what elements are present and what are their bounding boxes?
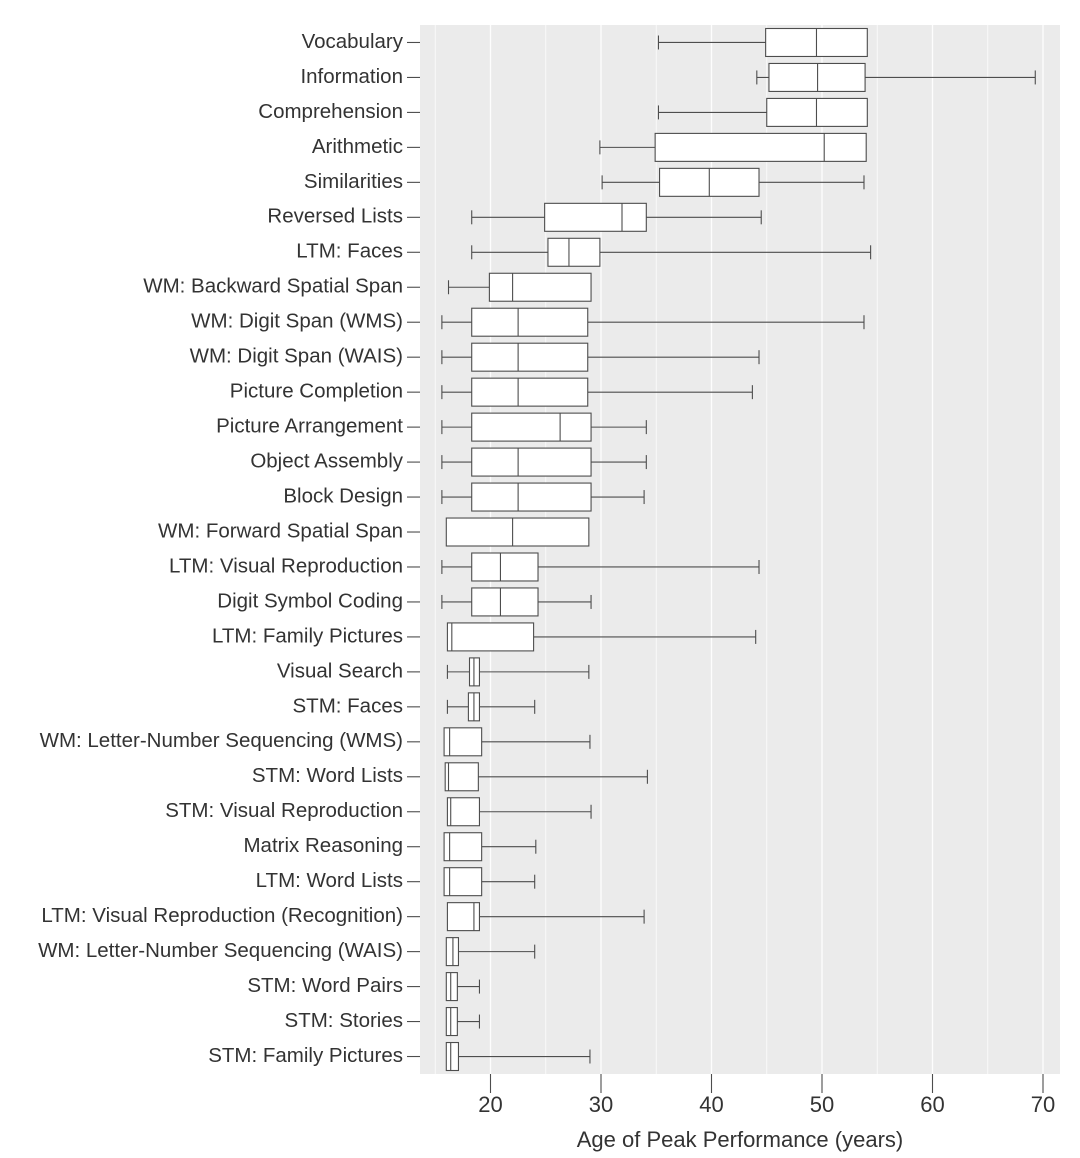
svg-text:STM: Word Pairs: STM: Word Pairs xyxy=(247,974,403,997)
svg-text:LTM: Visual Reproduction: LTM: Visual Reproduction xyxy=(169,554,403,577)
svg-text:Age of Peak Performance (years: Age of Peak Performance (years) xyxy=(577,1127,903,1152)
svg-text:Information: Information xyxy=(300,65,403,88)
svg-text:Arithmetic: Arithmetic xyxy=(312,135,403,158)
svg-text:STM: Faces: STM: Faces xyxy=(293,694,404,717)
svg-text:STM: Word Lists: STM: Word Lists xyxy=(252,764,403,787)
svg-text:30: 30 xyxy=(589,1092,613,1117)
svg-text:STM: Family Pictures: STM: Family Pictures xyxy=(208,1044,403,1067)
svg-text:WM: Letter-Number Sequencing (: WM: Letter-Number Sequencing (WAIS) xyxy=(38,939,403,962)
svg-text:Block Design: Block Design xyxy=(283,484,403,507)
svg-text:Visual Search: Visual Search xyxy=(277,659,403,682)
svg-text:STM: Stories: STM: Stories xyxy=(285,1009,403,1032)
svg-text:40: 40 xyxy=(699,1092,723,1117)
svg-text:Reversed Lists: Reversed Lists xyxy=(267,205,403,228)
svg-text:Vocabulary: Vocabulary xyxy=(302,30,404,53)
svg-text:LTM: Faces: LTM: Faces xyxy=(296,240,403,263)
svg-text:WM: Forward Spatial Span: WM: Forward Spatial Span xyxy=(158,519,403,542)
svg-text:Similarities: Similarities xyxy=(304,170,403,193)
svg-text:LTM: Family Pictures: LTM: Family Pictures xyxy=(212,624,403,647)
svg-text:70: 70 xyxy=(1031,1092,1055,1117)
svg-text:20: 20 xyxy=(478,1092,502,1117)
svg-text:50: 50 xyxy=(810,1092,834,1117)
svg-text:60: 60 xyxy=(920,1092,944,1117)
svg-text:Matrix Reasoning: Matrix Reasoning xyxy=(243,834,403,857)
svg-text:Comprehension: Comprehension xyxy=(258,100,403,123)
svg-text:STM: Visual Reproduction: STM: Visual Reproduction xyxy=(165,799,403,822)
svg-text:WM: Letter-Number Sequencing (: WM: Letter-Number Sequencing (WMS) xyxy=(40,729,403,752)
svg-text:WM: Digit Span (WMS): WM: Digit Span (WMS) xyxy=(191,310,403,333)
svg-text:Object Assembly: Object Assembly xyxy=(250,450,403,473)
svg-text:LTM: Word Lists: LTM: Word Lists xyxy=(256,869,403,892)
svg-text:WM: Backward Spatial Span: WM: Backward Spatial Span xyxy=(143,275,403,298)
svg-text:WM: Digit Span (WAIS): WM: Digit Span (WAIS) xyxy=(190,345,403,368)
svg-text:Picture Completion: Picture Completion xyxy=(230,380,403,403)
svg-text:LTM: Visual Reproduction (Reco: LTM: Visual Reproduction (Recognition) xyxy=(41,904,403,927)
svg-text:Digit Symbol Coding: Digit Symbol Coding xyxy=(217,589,403,612)
svg-text:Picture Arrangement: Picture Arrangement xyxy=(216,415,403,438)
